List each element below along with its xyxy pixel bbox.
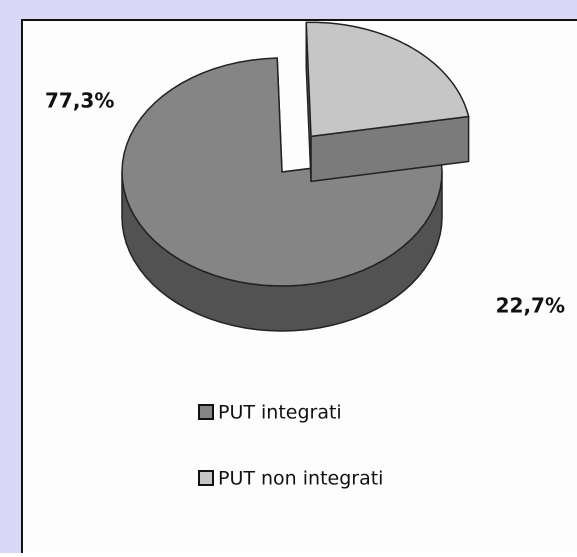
legend-swatch xyxy=(198,404,214,420)
legend-swatch xyxy=(198,470,214,486)
legend-label: PUT non integrati xyxy=(218,468,383,490)
slice xyxy=(305,21,470,138)
data-label: 22,7% xyxy=(496,294,565,318)
legend-label: PUT integrati xyxy=(218,402,342,424)
slice xyxy=(121,57,443,287)
data-label: 77,3% xyxy=(45,89,114,113)
